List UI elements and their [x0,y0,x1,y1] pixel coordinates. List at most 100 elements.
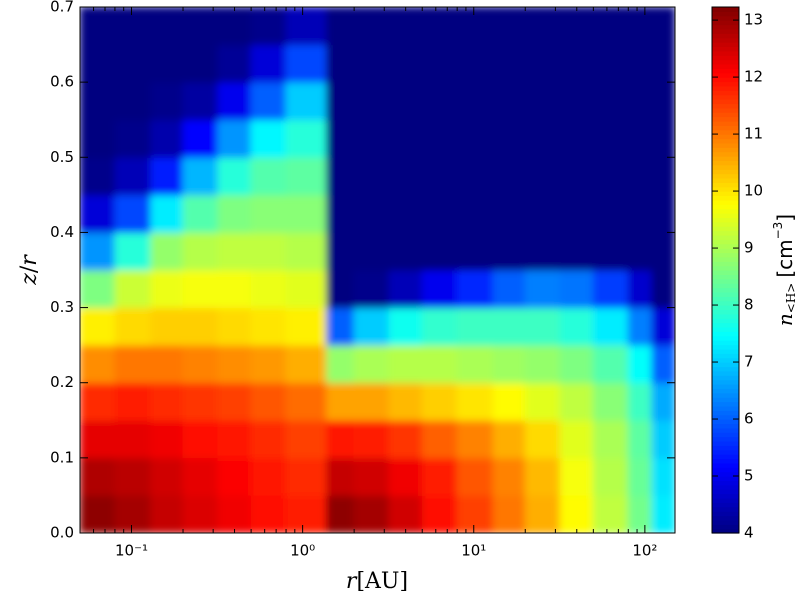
colorbar-step [712,287,739,293]
colorbar-step [712,484,739,490]
heatmap-cell [80,7,116,46]
colorbar-step [712,164,739,170]
colorbar-step [712,24,739,30]
heatmap-cell [388,419,423,459]
heatmap-cell [80,156,116,196]
heatmap-cell [250,81,287,121]
heatmap-cell [592,231,629,271]
heatmap-cell [217,344,252,384]
heatmap-cell [388,231,423,271]
colorbar-step [712,397,739,403]
heatmap-cell [421,119,458,158]
heatmap-cell [492,344,526,384]
heatmap-cell [651,457,675,496]
heatmap-cell [627,81,653,121]
colorbar-step [712,261,739,267]
heatmap-cell [150,119,184,158]
colorbar-step [712,414,739,420]
heatmap-cell [651,419,675,459]
heatmap-cell [80,81,116,121]
heatmap-cell [492,307,526,346]
colorbar-step [712,476,739,481]
heatmap-cell [492,7,526,46]
colorbar-step [712,305,739,311]
heatmap-cell [217,156,252,196]
heatmap-cell [592,7,629,46]
colorbar-step [712,313,739,319]
heatmap-cell [80,344,116,384]
colorbar-step [712,230,739,236]
heatmap-cell [492,494,526,533]
heatmap-cell [217,419,252,459]
colorbar-step [712,204,739,210]
heatmap-cell [326,119,355,158]
colorbar-step [712,497,739,503]
heatmap-cell [217,7,252,46]
heatmap-cell [250,382,287,421]
heatmap-cell [150,344,184,384]
colorbar-step [712,471,739,477]
heatmap-cell [388,307,423,346]
heatmap-cell [388,457,423,496]
y-tick-label: 0.1 [50,448,74,466]
heatmap-cell [388,344,423,384]
heatmap-cell [651,307,675,346]
colorbar-step [712,388,739,394]
heatmap-cell [559,382,594,421]
heatmap-cell [250,194,287,233]
heatmap-cell [250,419,287,459]
heatmap-cell [559,194,594,233]
colorbar-step [712,348,739,354]
heatmap-cell [388,494,423,533]
colorbar-tick-label: 13 [744,11,763,29]
heatmap-cell [524,382,561,421]
colorbar-step [712,309,739,315]
colorbar-step [712,177,739,183]
heatmap-cell [388,194,423,233]
heatmap-cell [388,269,423,309]
heatmap-cell [559,419,594,459]
colorbar-tick-label: 8 [744,296,754,314]
heatmap-cell [524,44,561,83]
heatmap-cell [456,194,494,233]
y-tick-label: 0.0 [50,524,74,542]
heatmap-cell [285,231,328,271]
colorbar-step [712,353,739,359]
heatmap-cell [559,231,594,271]
heatmap-cell [559,344,594,384]
heatmap-cell [421,194,458,233]
heatmap-cell [492,194,526,233]
colorbar-step [712,208,739,214]
heatmap-cell [456,231,494,271]
colorbar-step [712,427,739,433]
y-tick-label: 0.6 [50,73,74,91]
colorbar-step [712,436,739,442]
colorbar-step [712,392,739,398]
heatmap-cell [217,269,252,309]
colorbar-step [712,37,739,43]
heatmap-cell [627,344,653,384]
heatmap-cell [353,194,390,233]
colorbar-step [712,134,739,140]
heatmap-cell [524,194,561,233]
colorbar-step [712,169,739,175]
heatmap-cell [150,156,184,196]
heatmap-cell [285,457,328,496]
heatmap-cell [456,382,494,421]
heatmap-cell [326,419,355,459]
colorbar-step [712,322,739,328]
heatmap-cell [592,344,629,384]
heatmap-cell [285,7,328,46]
heatmap-cell [250,494,287,533]
heatmap-cell [421,419,458,459]
heatmap-cell [388,156,423,196]
heatmap-cell [285,269,328,309]
heatmap-cell [592,119,629,158]
heatmap-cell [651,119,675,158]
x-tick-label: 10² [632,542,657,560]
colorbar-step [712,186,739,192]
colorbar-step [712,326,739,332]
colorbar-step [712,440,739,446]
colorbar-step [712,28,739,34]
colorbar-step [712,362,739,368]
